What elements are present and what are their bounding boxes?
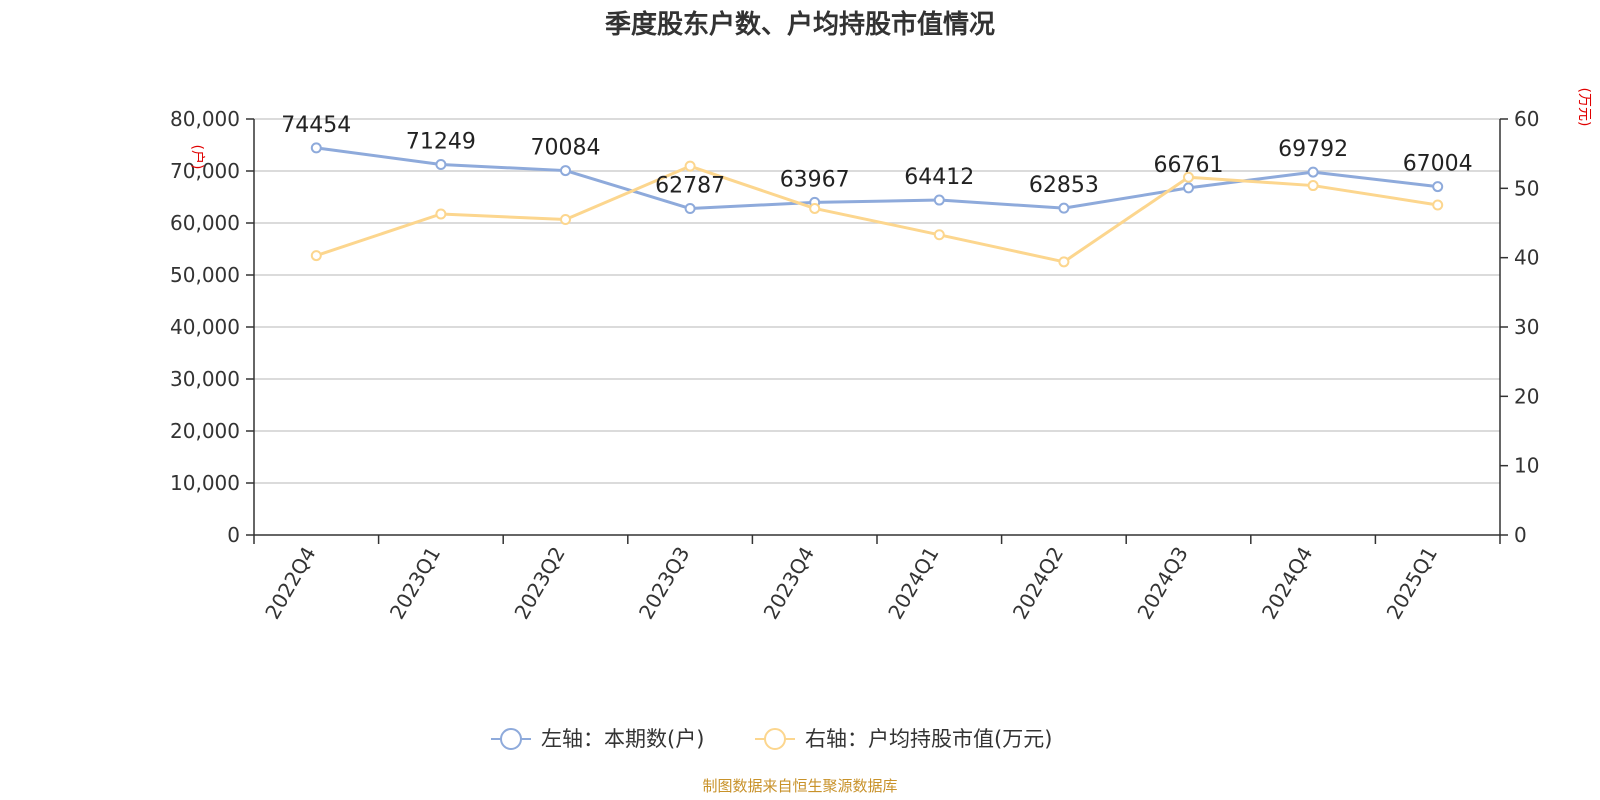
left-axis-tick-label: 0: [227, 523, 240, 547]
left-axis-tick-label: 70,000: [170, 159, 240, 183]
legend-label-left-series: 左轴：本期数(户): [541, 727, 704, 751]
left-axis-tick-label: 10,000: [170, 471, 240, 495]
x-axis-tick-label: 2024Q2: [1008, 543, 1068, 624]
right-axis-unit: (万元): [1576, 88, 1592, 127]
data-point-market-value: [1183, 171, 1194, 183]
legend-label-right-series: 右轴：户均持股市值(万元): [805, 727, 1052, 751]
right-axis-tick-label: 30: [1514, 315, 1539, 339]
data-point-market-value: [684, 160, 696, 172]
data-point-shareholders: [1307, 166, 1319, 178]
data-label: 70084: [531, 136, 601, 161]
data-label: 66761: [1154, 153, 1224, 178]
data-point-market-value: [560, 214, 571, 226]
data-point-shareholders: [1432, 181, 1444, 193]
x-axis-tick-label: 2024Q1: [883, 543, 943, 624]
data-label: 67004: [1403, 152, 1473, 177]
left-axis-tick-label: 60,000: [170, 211, 240, 235]
data-point-market-value: [1058, 256, 1070, 268]
right-axis-tick-label: 10: [1514, 454, 1539, 478]
x-axis-tick-label: 2023Q2: [509, 543, 569, 624]
axes: 0 10,000 20,000 30,000 40,000 50,000 60,000 70,…: [170, 107, 1539, 623]
x-axis-tick-label: 2023Q4: [759, 543, 819, 624]
x-axis-tick-label: 2024Q3: [1132, 543, 1192, 624]
x-axis-tick-label: 2023Q1: [385, 543, 445, 624]
chart-title: 季度股东户数、户均持股市值情况: [605, 9, 995, 40]
data-label: 74454: [281, 113, 351, 138]
right-axis-tick-label: 40: [1514, 246, 1539, 270]
data-label: 62787: [655, 174, 725, 199]
left-axis-unit: (户): [189, 145, 206, 170]
data-point-market-value: [310, 250, 322, 262]
data-labels: 74454 71249 70084 62787 63967 64412 62853 66761…: [281, 113, 1472, 199]
right-axis-tick-label: 60: [1514, 107, 1539, 131]
data-point-shareholders: [933, 194, 945, 206]
series-line-shareholders: [316, 146, 1438, 211]
data-point-shareholders: [684, 203, 696, 215]
legend-swatch-marker: [764, 728, 786, 750]
left-axis-tick-label: 40,000: [170, 315, 240, 339]
x-axis-tick-label: 2022Q4: [260, 543, 320, 624]
right-axis-tick-label: 50: [1514, 176, 1539, 200]
data-label: 62853: [1029, 173, 1099, 198]
series-line-market-value: [315, 164, 1438, 264]
right-axis-tick-label: 0: [1514, 523, 1527, 547]
data-label: 63967: [780, 167, 850, 192]
data-point-shareholders: [560, 165, 571, 177]
data-point-shareholders: [435, 159, 447, 171]
series: [310, 142, 1444, 268]
x-axis-tick-label: 2024Q4: [1257, 543, 1317, 624]
source-note: 制图数据来自恒生聚源数据库: [702, 777, 897, 795]
data-point-market-value: [435, 208, 447, 220]
data-label: 71249: [406, 130, 476, 155]
legend[interactable]: 左轴：本期数(户) 右轴：户均持股市值(万元): [491, 727, 1052, 751]
data-point-market-value: [1432, 199, 1444, 211]
left-axis-tick-label: 20,000: [170, 419, 240, 443]
data-point-market-value: [809, 202, 821, 214]
left-axis-tick-label: 30,000: [170, 367, 240, 391]
data-point-shareholders: [310, 142, 322, 154]
left-axis-tick-label: 80,000: [170, 107, 240, 131]
left-axis-tick-label: 50,000: [170, 263, 240, 287]
legend-swatch-marker: [500, 728, 522, 750]
x-axis-tick-label: 2023Q3: [634, 543, 694, 624]
legend-item-right-series[interactable]: 右轴：户均持股市值(万元): [755, 727, 1052, 751]
data-point-shareholders: [1183, 182, 1194, 194]
data-label: 69792: [1278, 137, 1348, 162]
data-label: 64412: [904, 165, 974, 190]
right-axis-tick-label: 20: [1514, 384, 1539, 408]
data-point-market-value: [933, 229, 945, 241]
x-axis-tick-label: 2025Q1: [1382, 543, 1442, 624]
legend-item-left-series[interactable]: 左轴：本期数(户): [491, 727, 704, 751]
data-point-market-value: [1307, 180, 1319, 192]
data-point-shareholders: [1058, 202, 1070, 214]
